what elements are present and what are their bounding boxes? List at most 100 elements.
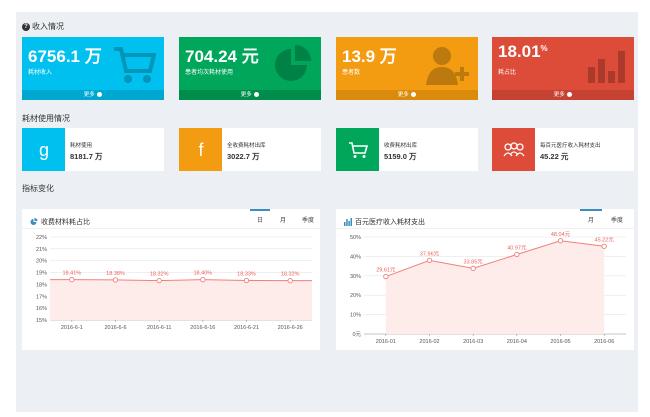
more-link-avg-material-usage[interactable]: 更多 <box>179 90 321 100</box>
data-point <box>69 276 75 283</box>
y-tick-label: 20% <box>36 259 47 265</box>
data-label: 29.61元 <box>376 267 396 274</box>
data-label: 18.32% <box>281 272 300 278</box>
info-box-charged-outbound: 收费耗材出库 5159.0 万 <box>336 128 478 171</box>
x-tick-label: 2016-6-26 <box>278 325 303 331</box>
x-tick-label: 2016-6-6 <box>104 325 126 331</box>
cart-icon <box>114 47 156 83</box>
tab-day[interactable]: 日 <box>250 209 270 229</box>
data-label: 18.33% <box>237 272 256 278</box>
panel-title: 收费材料耗占比 <box>30 217 90 227</box>
arrow-circle-right-icon <box>567 92 573 98</box>
tab-quarter[interactable]: 季度 <box>610 218 623 224</box>
chart-panel-per-hundred-expense: 百元医疗收入耗材支出 月 季度 0元 10% 20% 30% 40% 50% 29.61元 2… <box>336 209 634 350</box>
y-tick-label: 18% <box>36 282 47 288</box>
income-section-label: 收入情况 <box>32 22 64 31</box>
x-tick-label: 2016-6-21 <box>234 325 259 331</box>
y-tick-label: 22% <box>36 235 47 241</box>
bar-chart-icon <box>588 51 625 83</box>
data-point <box>112 277 119 283</box>
stat-label: 耗占比 <box>498 70 517 76</box>
more-link-material-income[interactable]: 更多 <box>22 90 164 100</box>
info-value: 3022.7 万 <box>227 152 260 161</box>
stat-box-patient-count: 13.9 万 患者数 更多 <box>336 37 478 100</box>
stat-box-avg-material-usage: 704.24 元 患者均次耗材使用 更多 <box>179 37 321 100</box>
data-label: 37.96元 <box>420 250 440 257</box>
tab-month[interactable]: 月 <box>580 209 602 229</box>
stat-label: 患者数 <box>342 70 361 76</box>
data-label: 45.22元 <box>595 236 615 243</box>
x-tick-label: 2016-01 <box>376 339 396 345</box>
y-tick-label: 19% <box>36 271 47 277</box>
data-label: 18.32% <box>150 272 169 278</box>
panel-title: 百元医疗收入耗材支出 <box>344 217 425 227</box>
group-icon <box>492 128 535 171</box>
dashboard-page: ? 收入情况 6756.1 万 耗材收入 更多 704.24 元 患者均次耗材使… <box>16 12 638 412</box>
info-title: 全收费耗材出库 <box>227 143 266 149</box>
x-tick-label: 2016-03 <box>463 339 483 345</box>
y-tick-label: 0元 <box>352 331 361 338</box>
data-label: 48.04元 <box>551 231 571 238</box>
stat-box-material-income: 6756.1 万 耗材收入 更多 <box>22 37 164 100</box>
info-value: 8181.7 万 <box>70 152 103 161</box>
data-point <box>601 243 607 249</box>
info-box-material-usage: g 耗材使用 8181.7 万 <box>22 128 164 171</box>
material-ratio-chart: 15% 16% 17% 18% 19% 20% 21% 22% 18.41% 2016-6-1 18… <box>36 235 312 331</box>
y-tick-label: 16% <box>36 306 47 312</box>
pie-icon <box>30 218 38 225</box>
stat-label: 耗材收入 <box>28 70 53 76</box>
y-tick-label: 15% <box>36 318 47 324</box>
y-tick-label: 30% <box>350 274 361 280</box>
series-line <box>385 240 605 278</box>
data-point <box>426 257 433 264</box>
per-hundred-expense-chart: 0元 10% 20% 30% 40% 50% 29.61元 2016-01 37.96元 2016… <box>350 231 626 345</box>
x-tick-label: 2016-6-11 <box>147 325 172 331</box>
data-point <box>383 273 389 280</box>
income-section-title: ? 收入情况 <box>22 21 64 32</box>
user-add-icon <box>426 47 469 85</box>
more-link-patient-count[interactable]: 更多 <box>336 90 478 100</box>
svg-text:f: f <box>198 140 204 160</box>
data-point <box>200 277 206 283</box>
y-tick-label: 50% <box>350 235 361 241</box>
y-tick-label: 40% <box>350 254 361 260</box>
more-link-material-ratio[interactable]: 更多 <box>492 90 634 100</box>
data-label: 18.41% <box>63 271 82 277</box>
info-box-all-charged-outbound: f 全收费耗材出库 3022.7 万 <box>179 128 321 171</box>
series-line <box>50 279 312 282</box>
arrow-circle-right-icon <box>97 92 103 98</box>
data-label: 40.97元 <box>507 245 527 252</box>
data-point <box>470 265 476 271</box>
x-tick-label: 2016-6-16 <box>190 325 215 331</box>
info-title: 收费耗材出库 <box>384 143 418 149</box>
info-box-per-hundred-expense: 每百元医疗收入耗材支出 45.22 元 <box>492 128 634 171</box>
arrow-circle-right-icon <box>411 92 417 98</box>
series-area <box>385 240 605 334</box>
google-icon: g <box>22 128 65 171</box>
stat-value: 18.01% <box>498 42 548 61</box>
data-label: 18.40% <box>194 271 213 277</box>
stat-value: 13.9 万 <box>342 47 397 66</box>
info-value: 45.22 元 <box>540 152 569 161</box>
tab-quarter[interactable]: 季度 <box>301 218 314 224</box>
y-tick-label: 10% <box>350 313 361 319</box>
material-section-title: 耗材使用情况 <box>22 114 70 123</box>
chart-panel-material-ratio: 收费材料耗占比 日 月 季度 15% 16% 17% 18% 19% 20% 21% 22% 1… <box>22 209 320 350</box>
x-tick-label: 2016-06 <box>594 339 614 345</box>
stat-box-material-ratio: 18.01% 耗占比 更多 <box>492 37 634 100</box>
data-label: 18.38% <box>106 271 125 277</box>
y-tick-label: 17% <box>36 294 47 300</box>
y-tick-label: 20% <box>350 293 361 299</box>
stat-value: 6756.1 万 <box>28 47 102 66</box>
x-tick-label: 2016-6-1 <box>61 325 83 331</box>
arrow-circle-right-icon <box>254 92 260 98</box>
info-title: 耗材使用 <box>70 143 93 149</box>
period-tabs: 日 月 季度 <box>250 209 320 229</box>
info-title: 每百元医疗收入耗材支出 <box>540 143 601 149</box>
info-value: 5159.0 万 <box>384 152 417 161</box>
period-tabs: 月 季度 <box>580 209 632 229</box>
y-tick-label: 21% <box>36 247 47 253</box>
bar-icon <box>344 218 352 226</box>
tab-month[interactable]: 月 <box>279 218 286 224</box>
indicator-section-title: 指标变化 <box>22 184 54 193</box>
